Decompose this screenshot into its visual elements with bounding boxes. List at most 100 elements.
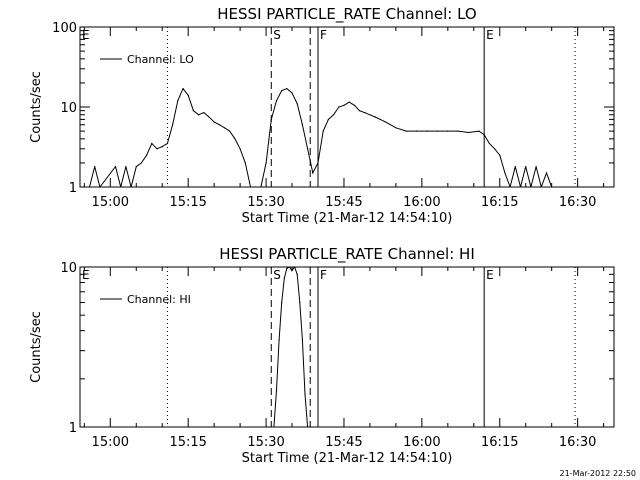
data-point: [457, 130, 459, 132]
series-line: [273, 267, 309, 427]
data-point: [130, 186, 132, 187]
data-point: [436, 130, 438, 132]
event-marker-label: S: [273, 28, 281, 42]
data-point: [208, 116, 210, 118]
data-point: [333, 114, 335, 116]
data-point: [291, 270, 293, 272]
data-point: [161, 146, 163, 148]
data-point: [374, 116, 376, 118]
data-point: [514, 166, 516, 168]
data-point: [322, 130, 324, 132]
y-tick-label: 1: [69, 181, 77, 196]
data-point: [312, 172, 314, 174]
data-point: [468, 131, 470, 134]
plot-frame: [79, 26, 615, 188]
y-axis-label: Counts/sec: [29, 311, 44, 383]
data-point: [275, 100, 278, 102]
data-point: [478, 130, 480, 132]
data-point: [151, 142, 153, 145]
data-point: [294, 267, 296, 268]
data-point: [177, 100, 179, 102]
data-point: [551, 186, 553, 187]
data-point: [296, 103, 298, 105]
data-point: [304, 393, 306, 395]
data-point: [283, 277, 285, 279]
data-point: [358, 110, 361, 112]
data-point: [364, 112, 366, 114]
x-axis-label: Start Time (21-Mar-12 14:54:10): [242, 451, 453, 466]
data-point: [416, 130, 418, 132]
data-point: [278, 339, 280, 341]
data-point: [384, 121, 387, 123]
data-point: [99, 186, 101, 187]
data-point: [317, 162, 319, 164]
event-marker-label: E: [82, 28, 90, 42]
data-point: [114, 166, 117, 168]
data-point: [348, 101, 350, 103]
data-point: [249, 186, 252, 187]
data-point: [379, 118, 381, 120]
data-point: [265, 162, 267, 164]
data-point: [94, 166, 96, 168]
x-tick-label: 15:15: [169, 195, 206, 210]
x-tick-label: 16:15: [481, 435, 518, 450]
data-point: [504, 172, 506, 174]
event-marker-label: E: [82, 268, 90, 282]
x-tick-label: 16:30: [559, 195, 596, 210]
data-point: [288, 267, 290, 268]
data-point: [494, 148, 496, 150]
data-point: [270, 118, 272, 120]
timestamp-stamp: 21-Mar-2012 22:50: [560, 469, 637, 478]
event-marker-label: E: [486, 28, 494, 42]
data-point: [395, 127, 397, 129]
data-point: [192, 110, 194, 112]
x-tick-label: 15:30: [247, 195, 284, 210]
data-point: [540, 186, 542, 187]
data-point: [88, 186, 91, 187]
x-tick-label: 16:30: [559, 435, 596, 450]
data-point: [535, 166, 537, 168]
data-point: [255, 186, 257, 187]
y-tick-label: 100: [52, 21, 77, 36]
data-point: [299, 301, 301, 304]
data-point: [223, 127, 226, 129]
hi-channel-panel: HESSI PARTICLE_RATE Channel: HI 15:00 15:1…: [29, 245, 615, 466]
chart-title: HESSI PARTICLE_RATE Channel: HI: [219, 245, 475, 264]
data-point: [203, 112, 205, 114]
data-point: [530, 186, 532, 187]
data-point: [301, 124, 303, 126]
data-point: [286, 88, 288, 90]
data-point: [234, 138, 236, 140]
data-point: [286, 267, 288, 269]
data-point: [343, 104, 345, 106]
data-point: [260, 186, 262, 187]
plot-frame: [79, 266, 615, 428]
data-point: [545, 172, 548, 174]
data-point: [281, 90, 283, 92]
data-point: [229, 130, 231, 132]
data-point: [125, 166, 127, 168]
y-tick-label: 10: [60, 101, 77, 116]
data-point: [291, 92, 293, 94]
data-point: [307, 148, 309, 150]
data-point: [301, 339, 303, 341]
data-point: [525, 166, 527, 168]
series-line: [89, 87, 553, 187]
data-point: [281, 301, 283, 304]
data-point: [519, 186, 522, 187]
data-point: [213, 121, 215, 123]
y-tick-label: 10: [60, 261, 77, 276]
data-point: [447, 130, 449, 132]
event-marker-label: F: [320, 268, 327, 282]
data-point: [369, 114, 371, 116]
legend-label: Channel: HI: [127, 293, 191, 306]
data-point: [166, 142, 168, 145]
data-point: [239, 148, 241, 150]
data-point: [182, 88, 184, 90]
data-point: [405, 130, 407, 132]
data-point: [146, 154, 148, 156]
data-point: [338, 106, 340, 108]
x-tick-label: 15:45: [325, 195, 362, 210]
data-point: [307, 426, 309, 427]
